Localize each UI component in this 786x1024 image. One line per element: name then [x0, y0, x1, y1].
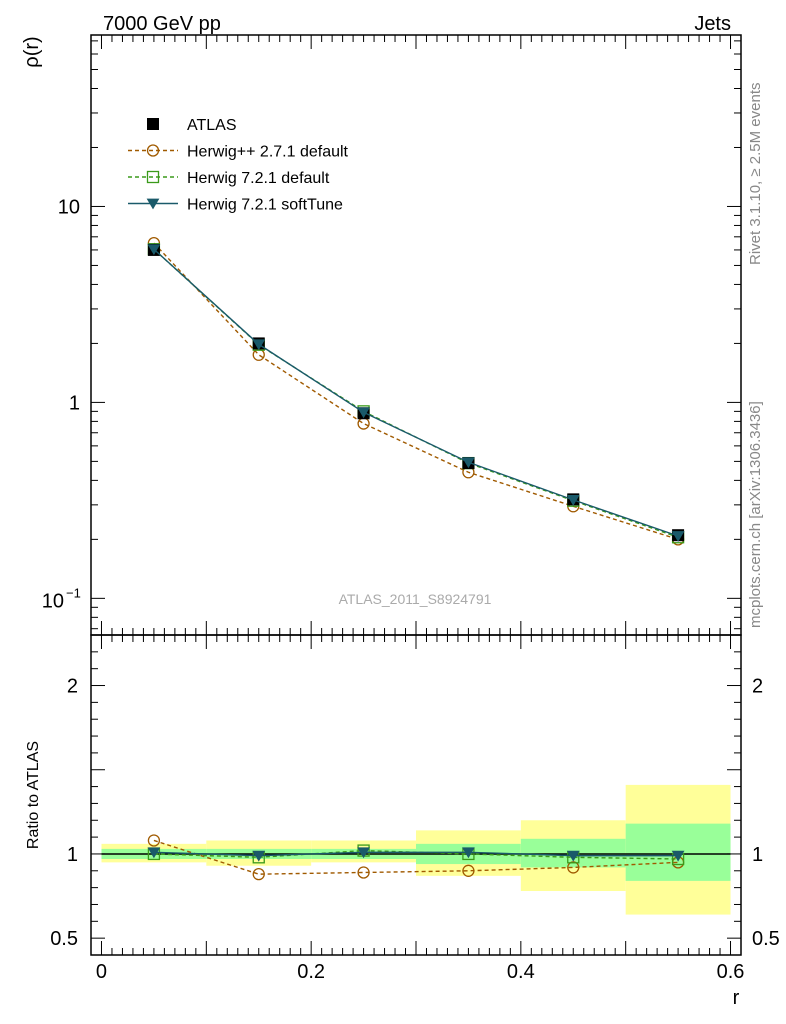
- legend-label-herwig_default: Herwig 7.2.1 default: [187, 170, 330, 187]
- herwig_soft-point: [147, 847, 161, 859]
- ratio-series-group: [147, 834, 685, 881]
- y-tick-label-right: 2: [752, 676, 763, 698]
- top-ylabel: ρ(r): [21, 36, 43, 67]
- mcplots-label: mcplots.cern.ch [arXiv:1306.3436]: [747, 401, 764, 628]
- herwig_soft-line: [153, 248, 679, 537]
- y-tick-label: 2: [67, 676, 78, 698]
- y-tick-label: 10: [42, 590, 64, 612]
- ratio-uncertainty-bands: [101, 784, 731, 915]
- herwig_soft-point: [566, 850, 580, 862]
- x-tick-label: 0.6: [717, 961, 745, 983]
- x-tick-label: 0.4: [507, 961, 535, 983]
- herwig_pp-point: [252, 868, 265, 881]
- legend-label-herwig_soft: Herwig 7.2.1 softTune: [187, 197, 343, 214]
- y-tick-label-exponent: −1: [66, 585, 81, 600]
- herwig_soft-point: [147, 244, 161, 256]
- y-tick-label: 10: [58, 196, 80, 218]
- x-tick-label: 0.2: [297, 961, 325, 983]
- herwig_soft-point: [671, 531, 685, 542]
- legend-marker-herwig_soft: [146, 198, 160, 210]
- herwig_pp-point: [567, 861, 580, 874]
- rivet-label: Rivet 3.1.10, ≥ 2.5M events: [747, 83, 764, 266]
- bottom-ylabel: Ratio to ATLAS: [25, 741, 42, 849]
- legend: ATLAS Herwig++ 2.7.1 default Herwig 7.2.1 …: [128, 117, 349, 214]
- top-axis-ticks: [91, 35, 741, 635]
- herwig_soft-point: [357, 847, 370, 859]
- legend-marker-herwig_pp: [146, 144, 160, 157]
- bottom-axis-ticks: [91, 634, 741, 956]
- legend-marker-atlas: [147, 118, 159, 130]
- herwig_pp-point: [252, 348, 265, 361]
- y-tick-label-right: 1: [752, 844, 763, 866]
- herwig_pp-point: [462, 864, 475, 877]
- herwig_soft-point: [462, 457, 475, 469]
- top-series-group: [147, 236, 685, 546]
- y-tick-label-right: 0.5: [752, 928, 780, 950]
- herwig_soft-point: [252, 339, 266, 351]
- herwig_soft-point: [671, 850, 685, 862]
- herwig_default-line: [153, 248, 679, 538]
- y-tick-label: 0.5: [50, 928, 78, 950]
- analysis-watermark: ATLAS_2011_S8924791: [339, 591, 492, 607]
- herwig_pp-line: [153, 242, 679, 541]
- jets-label: Jets: [694, 13, 731, 35]
- legend-marker-herwig_default: [146, 170, 160, 184]
- herwig_pp-point: [147, 834, 161, 847]
- energy-label: 7000 GeV pp: [103, 13, 221, 35]
- y-tick-label: 1: [69, 392, 80, 414]
- herwig_soft-point: [566, 494, 580, 506]
- x-tick-label: 0: [96, 961, 107, 983]
- herwig_soft-line: [153, 851, 679, 857]
- herwig_pp-point: [357, 417, 370, 430]
- xlabel: r: [733, 987, 740, 1009]
- herwig_pp-line: [153, 839, 679, 875]
- y-tick-label: 1: [67, 844, 78, 866]
- herwig_soft-point: [462, 847, 475, 859]
- bottom-frame: [90, 634, 742, 956]
- legend-label-herwig_pp: Herwig++ 2.7.1 default: [187, 144, 349, 161]
- herwig_soft-point: [357, 407, 370, 419]
- legend-label-atlas: ATLAS: [187, 117, 237, 134]
- herwig_pp-point: [357, 866, 370, 879]
- herwig_soft-point: [252, 850, 266, 862]
